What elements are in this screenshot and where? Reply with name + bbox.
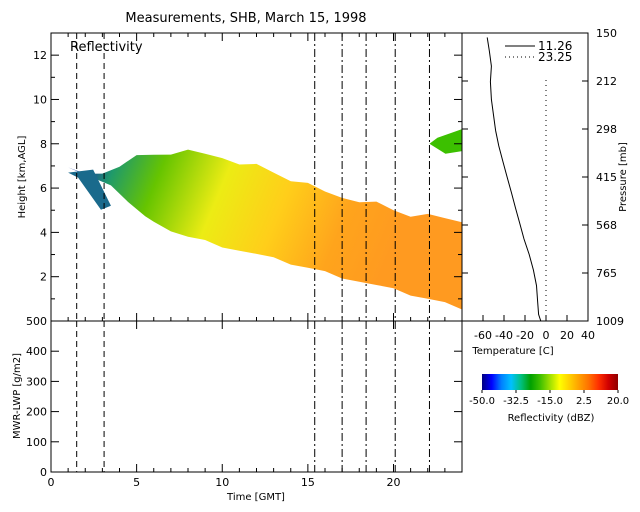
legend-series-2: 23.25 <box>538 50 572 64</box>
x-tick-label: 15 <box>301 476 315 489</box>
temperature-series-1 <box>487 37 541 321</box>
temp-tick-label: 0 <box>543 329 550 342</box>
temperature-panel: -60-40-20 0 20 40 150 212 298 415 568 765 1009 11.… <box>462 27 629 357</box>
pressure-tick-label: 1009 <box>596 315 624 328</box>
echo-body <box>68 150 462 310</box>
reflectivity-panel: 2 4 6 8 10 12 Reflectivity Height [km,AGL] <box>17 33 462 321</box>
y-tick-label: 300 <box>26 375 47 388</box>
pressure-tick-label: 765 <box>596 267 617 280</box>
lwp-axes <box>51 321 462 472</box>
y-tick-label: 12 <box>33 49 47 62</box>
x-tick-label: 10 <box>215 476 229 489</box>
temperature-legend: 11.26 23.25 <box>505 39 572 64</box>
event-lines-lwp <box>77 321 430 472</box>
y-tick-label: 0 <box>40 466 47 479</box>
echo-upper-patch <box>429 129 462 154</box>
y-tick-label: 400 <box>26 345 47 358</box>
y-tick-label: 200 <box>26 406 47 419</box>
colorbar-title: Reflectivity (dBZ) <box>508 413 595 424</box>
colorbar-tick-label: -15.0 <box>537 396 563 407</box>
temperature-axes <box>462 33 588 321</box>
temp-tick-label: -40 <box>495 329 513 342</box>
temp-tick-label: 40 <box>581 329 595 342</box>
pressure-tick-label: 568 <box>596 219 617 232</box>
pressure-tick-label: 415 <box>596 171 617 184</box>
colorbar-bar <box>482 374 618 390</box>
y-tick-label: 6 <box>40 182 47 195</box>
y-tick-label: 4 <box>40 226 47 239</box>
temp-tick-label: -20 <box>516 329 534 342</box>
x-tick-label: 0 <box>48 476 55 489</box>
y-tick-label: 100 <box>26 436 47 449</box>
temp-tick-label: -60 <box>474 329 492 342</box>
temperature-axis-label: Temperature [C] <box>471 346 553 357</box>
colorbar-ticks: -50.0 -32.5 -15.0 2.5 20.0 <box>469 390 629 407</box>
temperature-ticks: -60-40-20 0 20 40 150 212 298 415 568 765 1009 <box>462 27 624 342</box>
lwp-axis-label: MWR-LWP [g/m2] <box>12 353 23 439</box>
lwp-ticks: 051015200100200300400500 <box>26 315 462 489</box>
colorbar-tick-label: -32.5 <box>503 396 529 407</box>
temp-tick-label: 20 <box>560 329 574 342</box>
lwp-panel: 051015200100200300400500 MWR-LWP [g/m2] … <box>12 315 462 503</box>
figure: Measurements, SHB, March 15, 1998 2 4 6 8 10… <box>0 0 640 512</box>
reflectivity-panel-label: Reflectivity <box>70 40 143 55</box>
colorbar-tick-label: -50.0 <box>469 396 495 407</box>
colorbar-tick-label: 2.5 <box>576 396 592 407</box>
colorbar-tick-label: 20.0 <box>607 396 629 407</box>
y-tick-label: 8 <box>40 138 47 151</box>
pressure-axis-label: Pressure [mb] <box>618 142 629 212</box>
chart-title: Measurements, SHB, March 15, 1998 <box>125 11 366 26</box>
colorbar: -50.0 -32.5 -15.0 2.5 20.0 Reflectivity (dBZ… <box>469 374 629 424</box>
pressure-tick-label: 212 <box>596 75 617 88</box>
pressure-tick-label: 298 <box>596 123 617 136</box>
y-tick-label: 2 <box>40 271 47 284</box>
height-axis-label: Height [km,AGL] <box>17 136 28 219</box>
y-tick-label: 10 <box>33 93 47 106</box>
x-tick-label: 20 <box>387 476 401 489</box>
pressure-tick-label: 150 <box>596 27 617 40</box>
y-tick-label: 500 <box>26 315 47 328</box>
x-tick-label: 5 <box>133 476 140 489</box>
time-axis-label: Time [GMT] <box>226 492 285 503</box>
